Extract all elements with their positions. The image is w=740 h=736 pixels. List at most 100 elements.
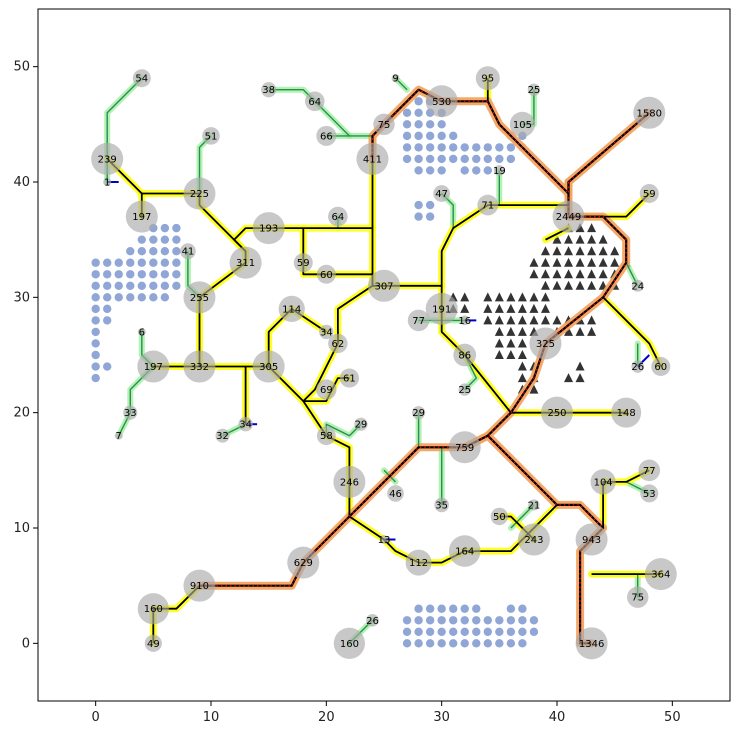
node-circle — [354, 417, 368, 431]
house-point — [160, 235, 170, 244]
node-circle — [407, 309, 430, 332]
node-label: 61 — [343, 374, 356, 385]
triangle-point — [540, 315, 550, 325]
house-point — [414, 120, 423, 129]
house-point — [172, 235, 181, 244]
node-label: 77 — [412, 316, 425, 327]
node-circle — [387, 485, 404, 502]
node-circle — [458, 383, 471, 396]
node-circle — [261, 82, 277, 98]
node-circle — [215, 428, 230, 443]
house-point — [402, 143, 412, 152]
house-point — [495, 627, 504, 636]
house-point — [114, 258, 123, 267]
house-point — [172, 270, 181, 279]
triangle-point — [517, 373, 527, 383]
triangle-point — [598, 234, 608, 244]
triangle-point — [587, 269, 597, 279]
triangle-point — [506, 292, 516, 302]
triangle-point — [540, 292, 550, 302]
house-point — [160, 223, 170, 233]
axes: 0 10 20 30 40 50 0 10 20 30 40 50 — [13, 60, 680, 725]
house-point — [472, 639, 481, 648]
house-point — [149, 281, 158, 290]
node-label: 38 — [262, 85, 275, 96]
house-point — [414, 143, 423, 152]
house-point — [137, 235, 146, 244]
house-point — [518, 639, 527, 648]
house-point — [437, 166, 446, 175]
house-point — [414, 616, 423, 625]
node-label: 46 — [389, 489, 402, 500]
node-label: 41 — [182, 247, 195, 258]
node-label: 114 — [282, 304, 301, 315]
house-point — [160, 281, 170, 290]
triangle-point — [575, 246, 585, 256]
node-label: 51 — [205, 131, 218, 142]
house-point — [414, 604, 423, 613]
node-label: 32 — [216, 431, 229, 442]
triangle-point — [552, 246, 562, 256]
house-point — [103, 362, 112, 371]
triangle-point — [494, 303, 504, 313]
main-edge-line — [267, 307, 327, 367]
triangle-point — [575, 234, 585, 244]
node-circle — [183, 569, 216, 602]
triangle-point — [529, 257, 539, 267]
node-circle — [633, 96, 666, 129]
triangle-point — [517, 315, 527, 325]
house-point — [91, 373, 100, 383]
node-circle — [527, 83, 541, 96]
node-label: 53 — [643, 489, 656, 500]
node-label: 49 — [147, 639, 160, 650]
house-point — [172, 258, 181, 267]
house-point — [414, 627, 423, 636]
triangle-point — [494, 326, 504, 336]
node-circle — [305, 91, 325, 112]
node-circle — [229, 246, 262, 279]
house-point — [103, 316, 112, 325]
triangle-point — [587, 326, 597, 336]
node-circle — [316, 379, 337, 400]
node-label: 250 — [547, 408, 566, 419]
house-point — [91, 350, 100, 360]
house-point — [518, 604, 527, 613]
node-circle — [123, 405, 138, 420]
node-circle — [319, 324, 334, 340]
node-circle — [373, 113, 395, 136]
house-point — [472, 166, 481, 175]
house-point — [103, 293, 112, 302]
triangle-point — [494, 315, 504, 325]
triangle-point — [564, 269, 574, 279]
node-label: 943 — [582, 535, 601, 546]
house-point — [425, 166, 435, 175]
triangle-point — [552, 280, 562, 290]
house-point — [449, 131, 458, 141]
house-point — [414, 200, 423, 210]
node-circle — [368, 269, 400, 302]
x-tick-label: 10 — [203, 710, 220, 725]
house-point — [425, 604, 435, 613]
house-point — [529, 627, 539, 636]
x-tick-label: 50 — [664, 710, 681, 725]
house-point — [402, 108, 412, 118]
node-label: 29 — [355, 420, 368, 431]
y-tick-label: 20 — [13, 406, 30, 421]
node-label: 7 — [116, 431, 122, 442]
triangle-point — [540, 269, 550, 279]
node-circle — [477, 194, 499, 216]
triangle-point — [494, 338, 504, 348]
node-label: 47 — [435, 189, 448, 200]
house-point — [495, 154, 504, 164]
triangle-point — [483, 292, 493, 302]
house-point — [506, 639, 516, 648]
node-circle — [640, 484, 659, 503]
node-label: 193 — [259, 224, 278, 235]
house-point — [402, 154, 412, 164]
house-point — [518, 616, 527, 625]
node-label: 13 — [378, 535, 391, 546]
node-label: 59 — [297, 258, 310, 269]
node-label: 160 — [340, 639, 359, 650]
house-point — [483, 639, 492, 648]
node-label: 530 — [432, 97, 451, 108]
